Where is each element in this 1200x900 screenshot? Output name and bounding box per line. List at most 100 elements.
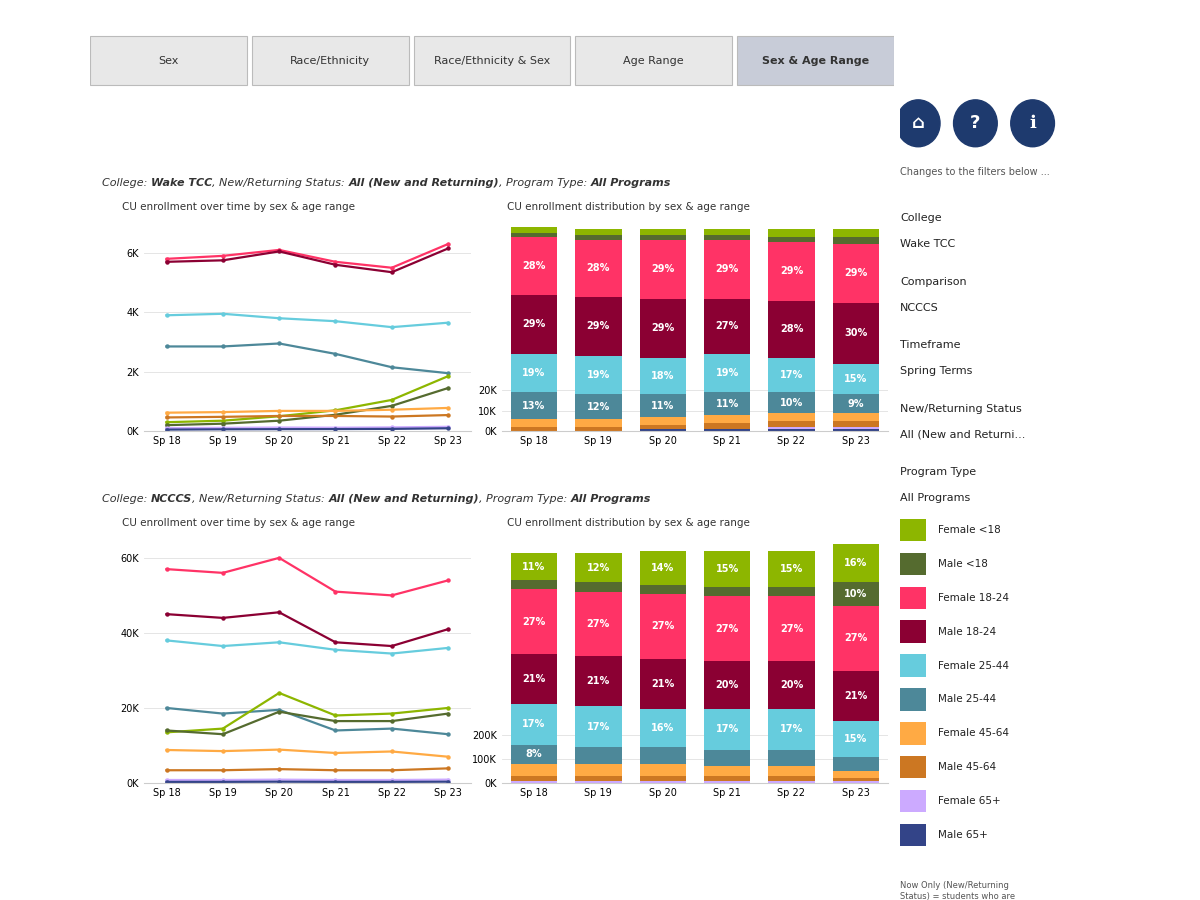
Text: 29%: 29% — [780, 266, 803, 276]
Bar — [833, 238, 878, 244]
Bar — [704, 299, 750, 354]
Text: Male 18-24: Male 18-24 — [938, 626, 996, 636]
Bar — [768, 230, 815, 238]
Bar — [640, 747, 686, 764]
Bar — [704, 750, 750, 766]
Text: 10%: 10% — [844, 590, 868, 599]
Bar — [575, 764, 622, 776]
Text: Female <18: Female <18 — [938, 525, 1001, 535]
Text: 9%: 9% — [847, 399, 864, 409]
Bar — [833, 230, 878, 238]
Text: College: College — [900, 213, 942, 223]
Bar — [640, 417, 686, 425]
Bar — [833, 544, 878, 582]
Bar — [833, 364, 878, 394]
Text: College:: College: — [102, 177, 151, 188]
Text: Curriculum (CU) Enrollment by Sex and Age Range - All Students: Curriculum (CU) Enrollment by Sex and Ag… — [224, 103, 760, 118]
Bar — [768, 357, 815, 392]
Bar — [768, 661, 815, 709]
Bar — [90, 36, 247, 86]
Bar — [575, 780, 622, 783]
Text: , Program Type:: , Program Type: — [479, 493, 571, 504]
Bar — [640, 780, 686, 783]
Text: Male 65+: Male 65+ — [938, 830, 988, 840]
Bar — [511, 233, 557, 238]
Bar — [640, 357, 686, 394]
Text: To change whether the dashboard displays data for all students, dually enrolled : To change whether the dashboard displays… — [186, 128, 798, 138]
Bar — [575, 427, 622, 431]
Bar — [900, 553, 926, 575]
Bar — [575, 418, 622, 427]
Bar — [511, 776, 557, 780]
Text: 20%: 20% — [780, 680, 803, 690]
Text: Now Only (New/Returning
Status) = students who are
new to CU courses in or after: Now Only (New/Returning Status) = studen… — [900, 881, 1022, 900]
Bar — [640, 551, 686, 584]
Bar — [833, 302, 878, 364]
Bar — [704, 587, 750, 597]
Text: 27%: 27% — [844, 634, 868, 643]
Text: 29%: 29% — [652, 264, 674, 274]
Text: Wake TCC: Wake TCC — [151, 177, 212, 188]
Bar — [768, 429, 815, 431]
Bar — [768, 427, 815, 429]
Bar — [575, 36, 732, 86]
Text: 27%: 27% — [522, 616, 546, 626]
Text: 29%: 29% — [844, 268, 868, 278]
Text: 18%: 18% — [652, 371, 674, 381]
Text: 29%: 29% — [652, 323, 674, 333]
Bar — [704, 766, 750, 776]
Text: ?: ? — [971, 114, 980, 132]
Bar — [575, 706, 622, 747]
Bar — [704, 415, 750, 423]
Text: CU enrollment over time by sex & age range: CU enrollment over time by sex & age ran… — [122, 202, 355, 212]
Text: Timeframe: Timeframe — [900, 340, 960, 350]
Bar — [768, 780, 815, 783]
Bar — [640, 594, 686, 659]
Bar — [511, 654, 557, 704]
Bar — [511, 744, 557, 764]
Bar — [704, 230, 750, 236]
Text: 10%: 10% — [780, 398, 803, 408]
Bar — [833, 429, 878, 431]
Bar — [833, 771, 878, 778]
Text: Program Type: Program Type — [900, 467, 976, 477]
Bar — [833, 394, 878, 413]
Text: 16%: 16% — [844, 558, 868, 568]
Bar — [414, 36, 570, 86]
Text: 29%: 29% — [587, 321, 610, 331]
Text: Sex: Sex — [158, 56, 179, 66]
Text: 15%: 15% — [780, 564, 803, 574]
Text: 21%: 21% — [652, 679, 674, 688]
Text: 29%: 29% — [522, 320, 546, 329]
Text: 15%: 15% — [715, 564, 739, 574]
Text: 12%: 12% — [587, 562, 610, 572]
Text: All (New and Returning): All (New and Returning) — [329, 493, 479, 504]
Bar — [768, 301, 815, 357]
Text: , Program Type:: , Program Type: — [499, 177, 590, 188]
Bar — [640, 230, 686, 236]
Bar — [511, 228, 557, 233]
Bar — [511, 238, 557, 294]
Text: 11%: 11% — [522, 562, 546, 572]
Text: 13%: 13% — [522, 400, 546, 410]
Bar — [833, 582, 878, 606]
Bar — [575, 297, 622, 356]
Text: 19%: 19% — [715, 368, 739, 378]
Bar — [704, 597, 750, 661]
Text: All (New and Returni...: All (New and Returni... — [900, 430, 1025, 440]
Text: Male 45-64: Male 45-64 — [938, 762, 996, 772]
Bar — [511, 580, 557, 590]
Text: 27%: 27% — [780, 624, 803, 634]
Bar — [575, 591, 622, 656]
Bar — [704, 661, 750, 709]
Text: 28%: 28% — [522, 261, 546, 271]
Bar — [900, 587, 926, 609]
Bar — [704, 423, 750, 429]
Bar — [768, 750, 815, 766]
Text: Comparison: Comparison — [900, 277, 967, 287]
Bar — [511, 427, 557, 431]
Bar — [575, 230, 622, 236]
Text: College:: College: — [102, 493, 151, 504]
Bar — [768, 587, 815, 597]
Bar — [704, 354, 750, 392]
